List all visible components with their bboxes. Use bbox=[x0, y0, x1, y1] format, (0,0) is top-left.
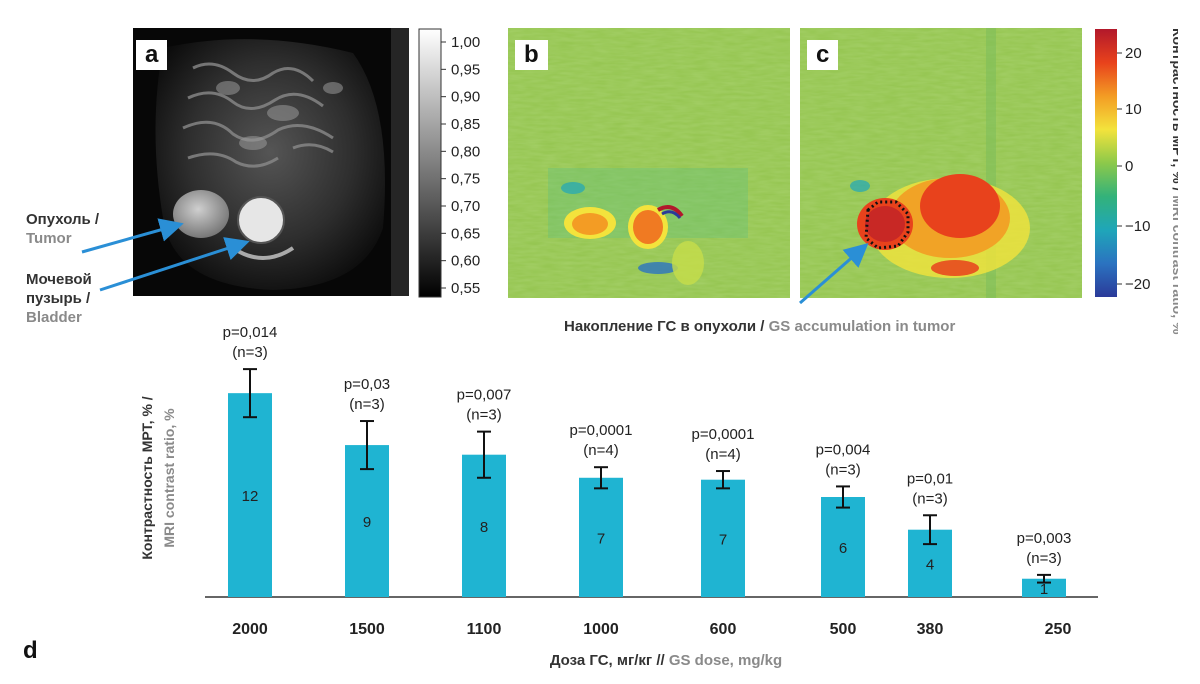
gray-tick-label: 0,65 bbox=[451, 225, 480, 242]
contrast-colorbar: 20 10 0 −10 −20 bbox=[1095, 29, 1150, 297]
bar-value-label: 12 bbox=[242, 488, 259, 505]
n-label: (n=4) bbox=[583, 442, 618, 459]
category-label: 500 bbox=[830, 621, 857, 638]
contrast-colorbar-title: Контрастность МРТ, % / MRI contrast rati… bbox=[1170, 28, 1178, 335]
contrast-tick-label: 0 bbox=[1125, 158, 1133, 175]
n-label: (n=3) bbox=[466, 407, 501, 424]
contrast-map-c bbox=[800, 28, 1082, 298]
panel-label-b: b bbox=[515, 40, 548, 70]
colorbar-title-en: MRI contrast ratio, % bbox=[1170, 195, 1178, 335]
bar-value-label: 9 bbox=[363, 514, 371, 531]
tumor-accumulation-arrow bbox=[799, 243, 869, 305]
y-axis-label-en: MRI contrast ratio, % bbox=[161, 408, 177, 548]
y-axis-label-ru: Контрастность МРТ, % / bbox=[139, 396, 155, 559]
tumor-label-en: Tumor bbox=[26, 230, 72, 247]
accumulation-caption-ru: Накопление ГС в опухоли / bbox=[564, 318, 769, 335]
svg-text:Контрастность МРТ, % / MRI con: Контрастность МРТ, % / MRI contrast rati… bbox=[1170, 28, 1178, 335]
bar-1500 bbox=[345, 445, 389, 597]
gray-tick-label: 0,55 bbox=[451, 280, 480, 297]
bladder-label: Мочевой пузырь / Bladder bbox=[26, 270, 92, 327]
n-label: (n=3) bbox=[825, 461, 860, 478]
mri-image-a bbox=[133, 28, 409, 296]
gray-tick-label: 0,80 bbox=[451, 143, 480, 160]
p-value-label: p=0,014 bbox=[223, 324, 278, 341]
panel-label-c: c bbox=[807, 40, 839, 70]
x-axis-label-en: GS dose, mg/kg bbox=[669, 652, 782, 669]
p-value-label: p=0,0001 bbox=[692, 426, 755, 443]
accumulation-caption-en: GS accumulation in tumor bbox=[768, 318, 956, 335]
category-label: 2000 bbox=[232, 621, 268, 638]
bar-value-label: 7 bbox=[719, 531, 727, 548]
bar-2000 bbox=[228, 393, 272, 597]
annotation-arrows bbox=[81, 218, 869, 305]
contrast-map-b bbox=[508, 28, 790, 298]
tumor-label-ru: Опухоль / bbox=[26, 211, 100, 228]
n-label: (n=3) bbox=[349, 396, 384, 413]
n-label: (n=3) bbox=[232, 344, 267, 361]
p-value-label: p=0,004 bbox=[816, 441, 871, 458]
accumulation-caption: Накопление ГС в опухоли / GS accumulatio… bbox=[564, 317, 955, 336]
category-label: 600 bbox=[710, 621, 737, 638]
gray-tick-label: 0,75 bbox=[451, 171, 480, 188]
bladder-label-en: Bladder bbox=[26, 309, 82, 326]
p-value-label: p=0,0001 bbox=[570, 422, 633, 439]
n-label: (n=3) bbox=[912, 490, 947, 507]
gray-tick-label: 0,70 bbox=[451, 198, 480, 215]
gray-tick-label: 0,85 bbox=[451, 116, 480, 133]
bar-value-label: 6 bbox=[839, 540, 847, 557]
gray-tick-label: 0,60 bbox=[451, 253, 480, 270]
bladder-label-ru-2: пузырь / bbox=[26, 290, 91, 307]
gray-tick-label: 1,00 bbox=[451, 34, 480, 51]
contrast-tick-label: 20 bbox=[1125, 45, 1142, 62]
contrast-tick-label: −10 bbox=[1125, 218, 1150, 235]
n-label: (n=4) bbox=[705, 446, 740, 463]
bar-value-label: 8 bbox=[480, 519, 488, 536]
category-label: 1500 bbox=[349, 621, 385, 638]
bar-600 bbox=[701, 479, 745, 597]
category-label: 1000 bbox=[583, 621, 619, 638]
panel-label-d: d bbox=[23, 637, 38, 664]
bar-value-label: 1 bbox=[1040, 581, 1048, 598]
bar-250 bbox=[1022, 578, 1066, 597]
contrast-tick-label: 10 bbox=[1125, 101, 1142, 118]
p-value-label: p=0,03 bbox=[344, 376, 390, 393]
tumor-label: Опухоль / Tumor bbox=[26, 210, 99, 248]
category-label: 250 bbox=[1045, 621, 1072, 638]
bladder-label-ru-1: Мочевой bbox=[26, 271, 92, 288]
colorbar-title-ru: Контрастность МРТ, % / bbox=[1170, 28, 1178, 195]
grayscale-colorbar: 1,00 0,95 0,90 0,85 0,80 0,75 0,70 0,65 0,60 0,55 bbox=[418, 28, 480, 298]
gray-tick-label: 0,95 bbox=[451, 61, 480, 78]
tumor-arrow bbox=[81, 218, 184, 254]
category-label: 380 bbox=[917, 621, 944, 638]
bar-1000 bbox=[579, 477, 623, 597]
bar-value-label: 4 bbox=[926, 556, 934, 573]
n-label: (n=3) bbox=[1026, 550, 1061, 567]
bar-value-label: 7 bbox=[597, 530, 605, 547]
gray-tick-label: 0,90 bbox=[451, 89, 480, 106]
p-value-label: p=0,007 bbox=[457, 387, 512, 404]
bar-500 bbox=[821, 497, 865, 597]
panel-label-a: a bbox=[136, 40, 168, 70]
x-axis-label: Доза ГС, мг/кг // GS dose, mg/kg bbox=[550, 652, 782, 669]
bladder-arrow bbox=[99, 237, 250, 292]
x-axis-label-ru: Доза ГС, мг/кг // bbox=[550, 652, 669, 669]
contrast-tick-label: −20 bbox=[1125, 276, 1150, 293]
p-value-label: p=0,01 bbox=[907, 470, 953, 487]
category-label: 1100 bbox=[467, 621, 502, 638]
p-value-label: p=0,003 bbox=[1017, 530, 1072, 547]
